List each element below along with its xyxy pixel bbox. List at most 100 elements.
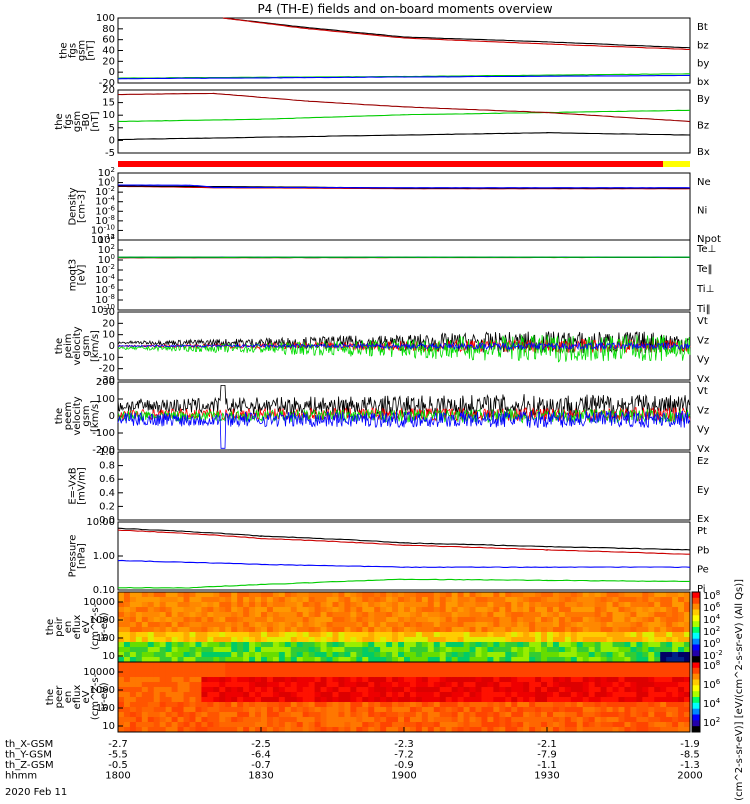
heatmap-cell: [487, 702, 493, 707]
heatmap-cell: [577, 622, 583, 627]
heatmap-cell: [404, 662, 410, 667]
heatmap-cell: [267, 697, 273, 702]
heatmap-cell: [458, 647, 464, 652]
orbit-value: -5.5: [108, 750, 128, 761]
heatmap-cell: [243, 617, 249, 622]
heatmap-cell: [160, 667, 166, 672]
heatmap-cell: [630, 672, 636, 677]
heatmap-cell: [529, 652, 535, 657]
heatmap-cell: [219, 687, 225, 692]
ytick-label: 40: [102, 46, 115, 57]
heatmap-cell: [338, 667, 344, 672]
heatmap-cell: [380, 622, 386, 627]
heatmap-cell: [559, 692, 565, 697]
heatmap-cell: [136, 662, 142, 667]
heatmap-cell: [464, 637, 470, 642]
heatmap-cell: [392, 622, 398, 627]
heatmap-cell: [553, 622, 559, 627]
heatmap-cell: [118, 612, 124, 617]
heatmap-cell: [619, 677, 625, 682]
heatmap-cell: [571, 597, 577, 602]
heatmap-cell: [261, 667, 267, 672]
heatmap-cell: [624, 617, 630, 622]
heatmap-cell: [476, 667, 482, 672]
heatmap-cell: [553, 592, 559, 597]
heatmap-cell: [434, 712, 440, 717]
heatmap-cell: [297, 692, 303, 697]
heatmap-cell: [297, 632, 303, 637]
heatmap-cell: [333, 697, 339, 702]
heatmap-cell: [356, 597, 362, 602]
heatmap-cell: [476, 677, 482, 682]
heatmap-cell: [624, 712, 630, 717]
heatmap-cell: [672, 637, 678, 642]
heatmap-cell: [124, 612, 130, 617]
heatmap-cell: [660, 607, 666, 612]
heatmap-cell: [595, 677, 601, 682]
heatmap-cell: [303, 682, 309, 687]
heatmap-cell: [261, 662, 267, 667]
heatmap-cell: [464, 682, 470, 687]
heatmap-cell: [130, 592, 136, 597]
heatmap-cell: [195, 692, 201, 697]
heatmap-cell: [541, 592, 547, 597]
heatmap-cell: [440, 597, 446, 602]
heatmap-cell: [368, 652, 374, 657]
heatmap-cell: [428, 712, 434, 717]
legend-entry: Ti‖: [696, 304, 711, 315]
heatmap-cell: [476, 597, 482, 602]
heatmap-cell: [523, 592, 529, 597]
heatmap-cell: [184, 687, 190, 692]
heatmap-cell: [267, 722, 273, 727]
heatmap-cell: [118, 682, 124, 687]
heatmap-cell: [321, 642, 327, 647]
heatmap-cell: [190, 722, 196, 727]
heatmap-cell: [392, 612, 398, 617]
heatmap-cell: [452, 602, 458, 607]
heatmap-cell: [392, 717, 398, 722]
heatmap-cell: [577, 592, 583, 597]
heatmap-cell: [505, 667, 511, 672]
heatmap-cell: [660, 722, 666, 727]
heatmap-cell: [613, 707, 619, 712]
legend-temp: Te⊥Te‖Ti⊥Ti‖: [696, 244, 716, 315]
heatmap-cell: [225, 707, 231, 712]
heatmap-cell: [523, 677, 529, 682]
heatmap-cell: [344, 722, 350, 727]
heatmap-cell: [184, 607, 190, 612]
heatmap-cell: [261, 712, 267, 717]
heatmap-cell: [470, 717, 476, 722]
heatmap-cell: [642, 627, 648, 632]
heatmap-cell: [481, 652, 487, 657]
colorbar-tick: 108: [703, 659, 720, 672]
heatmap-cell: [356, 707, 362, 712]
heatmap-cell: [219, 622, 225, 627]
ytick-label: 10.00: [86, 517, 115, 528]
heatmap-cell: [493, 647, 499, 652]
heatmap-cell: [243, 607, 249, 612]
heatmap-cell: [285, 602, 291, 607]
heatmap-cell: [160, 647, 166, 652]
heatmap-cell: [476, 707, 482, 712]
heatmap-cell: [613, 692, 619, 697]
heatmap-cell: [636, 687, 642, 692]
heatmap-cell: [368, 672, 374, 677]
heatmap-cell: [595, 607, 601, 612]
heatmap-cell: [517, 597, 523, 602]
heatmap-cell: [362, 647, 368, 652]
heatmap-cell: [499, 702, 505, 707]
legend-entry: Bx: [697, 147, 710, 158]
heatmap-cell: [559, 637, 565, 642]
heatmap-cell: [166, 642, 172, 647]
heatmap-cell: [124, 662, 130, 667]
heatmap-cell: [118, 602, 124, 607]
heatmap-cell: [470, 682, 476, 687]
panel-frame: [118, 240, 690, 310]
heatmap-cell: [338, 672, 344, 677]
heatmap-cell: [654, 592, 660, 597]
heatmap-cell: [362, 697, 368, 702]
heatmap-cell: [476, 622, 482, 627]
heatmap-peir: [118, 592, 690, 662]
heatmap-cell: [213, 697, 219, 702]
orbit-value: -2.3: [394, 739, 414, 750]
